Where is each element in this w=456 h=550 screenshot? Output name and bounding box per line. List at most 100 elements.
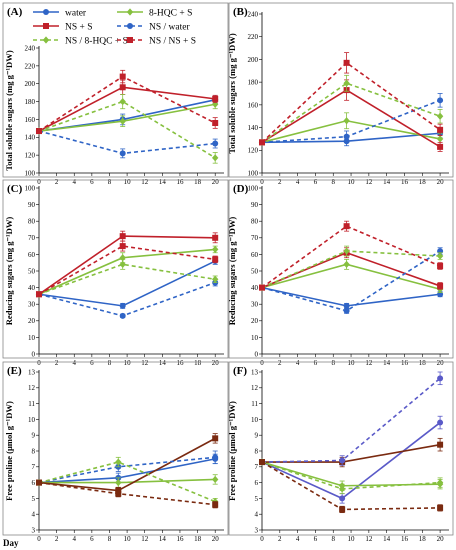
x-tick-label: 14 bbox=[159, 178, 167, 186]
y-tick-label: 4 bbox=[255, 511, 259, 519]
data-point bbox=[437, 97, 444, 104]
panel-label: (B) bbox=[233, 6, 248, 18]
x-tick-label: 14 bbox=[383, 535, 391, 543]
x-tick-label: 14 bbox=[383, 178, 391, 186]
x-tick-label: 2 bbox=[55, 535, 59, 543]
y-tick-label: 240 bbox=[25, 44, 36, 52]
series-ns-s bbox=[36, 79, 219, 135]
data-point bbox=[437, 441, 444, 448]
series-ns-ns-s bbox=[259, 220, 444, 291]
data-point bbox=[115, 458, 122, 466]
data-point bbox=[211, 275, 219, 283]
y-tick-label: 140 bbox=[25, 134, 36, 142]
x-tick-label: 2 bbox=[55, 178, 59, 186]
series-ns-ns-s bbox=[259, 52, 444, 146]
data-point bbox=[343, 247, 350, 255]
x-tick-label: 0 bbox=[260, 178, 264, 186]
data-point bbox=[119, 312, 126, 319]
series-ns-water bbox=[259, 371, 444, 466]
data-point bbox=[259, 459, 265, 466]
series-line bbox=[261, 89, 441, 148]
data-point bbox=[119, 117, 126, 125]
data-point bbox=[339, 506, 346, 513]
y-axis-label: Free proline (μmol g⁻¹DW) bbox=[227, 401, 237, 501]
x-tick-label: 4 bbox=[72, 359, 76, 367]
panel-frame bbox=[2, 179, 229, 359]
y-tick-label: 11 bbox=[28, 400, 35, 408]
legend-marker bbox=[127, 23, 133, 29]
x-tick-label: 16 bbox=[401, 359, 409, 367]
data-point bbox=[115, 479, 122, 487]
y-tick-label: 8 bbox=[255, 447, 259, 455]
chart-panel-1: 100 120 140 160 180 200 220 240 0 2 4 6 8 10 12 14 16 18 2… bbox=[2, 2, 229, 186]
legend-label: water bbox=[65, 8, 87, 18]
y-tick-label: 6 bbox=[32, 479, 36, 487]
y-axis-label: Total soluble sugars (mg g⁻¹DW) bbox=[4, 50, 14, 171]
x-tick-label: 16 bbox=[176, 178, 184, 186]
x-tick-label: 4 bbox=[296, 535, 300, 543]
panel-frame bbox=[2, 361, 229, 536]
y-tick-label: 0 bbox=[32, 350, 36, 358]
panel-label: (F) bbox=[233, 365, 247, 377]
data-point bbox=[119, 84, 126, 91]
data-point bbox=[119, 233, 126, 240]
legend-marker bbox=[127, 37, 133, 43]
data-point bbox=[211, 154, 219, 162]
series-line bbox=[261, 225, 441, 289]
data-point bbox=[212, 95, 219, 102]
data-point bbox=[437, 375, 444, 382]
y-tick-label: 140 bbox=[248, 124, 259, 132]
x-tick-label: 20 bbox=[212, 535, 220, 543]
x-tick-label: 18 bbox=[419, 178, 427, 186]
y-tick-label: 5 bbox=[32, 495, 36, 503]
data-point bbox=[36, 128, 42, 135]
x-tick-label: 2 bbox=[55, 359, 59, 367]
y-tick-label: 50 bbox=[251, 267, 259, 275]
data-point bbox=[436, 112, 444, 120]
y-tick-label: 160 bbox=[248, 101, 259, 109]
series-line bbox=[38, 458, 216, 484]
x-tick-label: 20 bbox=[437, 178, 445, 186]
y-axis-label: Reducing sugars (mg g⁻¹DW) bbox=[4, 217, 14, 326]
y-tick-label: 12 bbox=[251, 384, 259, 392]
y-tick-label: 20 bbox=[251, 317, 259, 325]
x-tick-label: 20 bbox=[437, 535, 445, 543]
series-line bbox=[261, 132, 441, 144]
y-tick-label: 200 bbox=[25, 80, 36, 88]
x-tick-label: 14 bbox=[383, 359, 391, 367]
x-tick-label: 6 bbox=[314, 359, 318, 367]
x-tick-label: 18 bbox=[194, 178, 202, 186]
x-tick-label: 18 bbox=[194, 359, 202, 367]
data-point bbox=[211, 245, 219, 254]
data-point bbox=[343, 223, 350, 230]
x-tick-label: 8 bbox=[331, 535, 335, 543]
legend-item: NS / water bbox=[117, 22, 190, 32]
x-tick-label: 20 bbox=[212, 178, 220, 186]
y-tick-label: 9 bbox=[32, 432, 36, 440]
x-tick-label: 4 bbox=[296, 178, 300, 186]
series-line bbox=[38, 130, 216, 155]
y-tick-label: 12 bbox=[28, 384, 36, 392]
legend-item: NS / NS + S bbox=[117, 36, 196, 46]
y-tick-label: 100 bbox=[248, 169, 259, 177]
y-tick-label: 100 bbox=[25, 184, 36, 192]
y-tick-label: 13 bbox=[251, 368, 259, 376]
x-tick-label: 16 bbox=[176, 359, 184, 367]
x-tick-label: 12 bbox=[365, 535, 373, 543]
chart-panel-2: 100 120 140 160 180 200 220 240 0 2 4 6 8 10 12 14 16 18 2… bbox=[227, 2, 454, 186]
data-point bbox=[119, 97, 126, 106]
panel-frame bbox=[228, 179, 454, 359]
y-tick-label: 240 bbox=[248, 10, 259, 18]
data-point bbox=[343, 307, 350, 314]
y-tick-label: 80 bbox=[251, 218, 259, 226]
data-point bbox=[119, 73, 126, 80]
x-tick-label: 2 bbox=[278, 359, 282, 367]
y-tick-label: 40 bbox=[28, 284, 36, 292]
x-tick-label: 2 bbox=[278, 535, 282, 543]
legend-item: NS / 8-HQC + S bbox=[33, 36, 128, 46]
x-tick-label: 4 bbox=[72, 535, 76, 543]
data-point bbox=[343, 59, 350, 66]
data-point bbox=[119, 254, 126, 262]
